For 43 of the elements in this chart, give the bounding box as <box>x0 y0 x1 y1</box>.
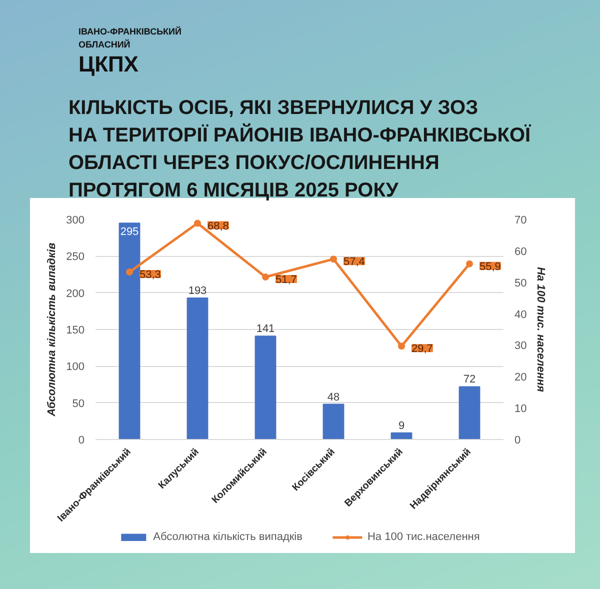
y-tick-label: 250 <box>66 251 85 264</box>
y2-tick-label: 0 <box>514 434 521 446</box>
point <box>126 268 133 276</box>
data-label: 141 <box>256 323 275 336</box>
y-axis-title: Абсолютна кількість випадків <box>46 242 58 418</box>
data-label: 193 <box>188 284 207 297</box>
bar <box>458 386 480 440</box>
y-tick-label: 300 <box>66 214 85 226</box>
y-tick-label: 0 <box>78 434 85 446</box>
y-tick-label: 100 <box>66 361 85 374</box>
data-label: 9 <box>398 420 405 432</box>
data-label: 295 <box>120 226 139 238</box>
y2-tick-label: 20 <box>514 372 527 384</box>
y2-tick-label: 30 <box>514 340 527 352</box>
text: ЦКПХ <box>78 52 139 76</box>
bar <box>254 336 276 440</box>
y2-tick-label: 50 <box>514 277 527 290</box>
y2-tick-label: 40 <box>514 308 527 321</box>
legend-label: Абсолютна кількість випадків <box>153 531 302 543</box>
bar <box>186 297 208 440</box>
point <box>330 256 337 263</box>
chart-title: КІЛЬКІСТЬ ОСІБ, ЯКІ ЗВЕРНУЛИСЯ У ЗОЗ НА ТЕРИТОРІЇ РАЙОНІВ ІВАНО-ФРАНКІВСЬКОЇ ОБЛАСТІ ЧЕРЕЗ ПОКУС/ОСЛИНЕННЯ ПРОТЯГОМ 6 МІСЯЦІВ 2025 РОКУ <box>68 97 532 202</box>
text: ІВАНО-ФРАНКІВСЬКИЙ ОБЛАСНИЙ <box>78 26 182 50</box>
y-tick-label: 150 <box>66 324 85 336</box>
data-label: 51,7 <box>276 274 297 286</box>
y-tick-label: 200 <box>66 288 85 300</box>
point <box>466 260 473 268</box>
y2-axis-title: На 100 тис. населення <box>534 267 547 393</box>
data-label: 53,3 <box>140 268 161 281</box>
point <box>398 342 405 350</box>
data-label: 72 <box>463 374 476 386</box>
legend-label: На 100 тис.населення <box>367 531 480 543</box>
y2-tick-label: 70 <box>514 214 527 226</box>
point <box>262 274 269 281</box>
y-tick-label: 50 <box>72 398 85 410</box>
bar <box>322 404 344 440</box>
data-label: 48 <box>327 391 340 404</box>
y2-tick-label: 10 <box>514 403 527 416</box>
point <box>194 220 201 227</box>
bar <box>390 432 412 440</box>
bar <box>118 222 140 440</box>
y2-tick-label: 60 <box>514 246 527 258</box>
data-label: 55,9 <box>480 260 501 273</box>
